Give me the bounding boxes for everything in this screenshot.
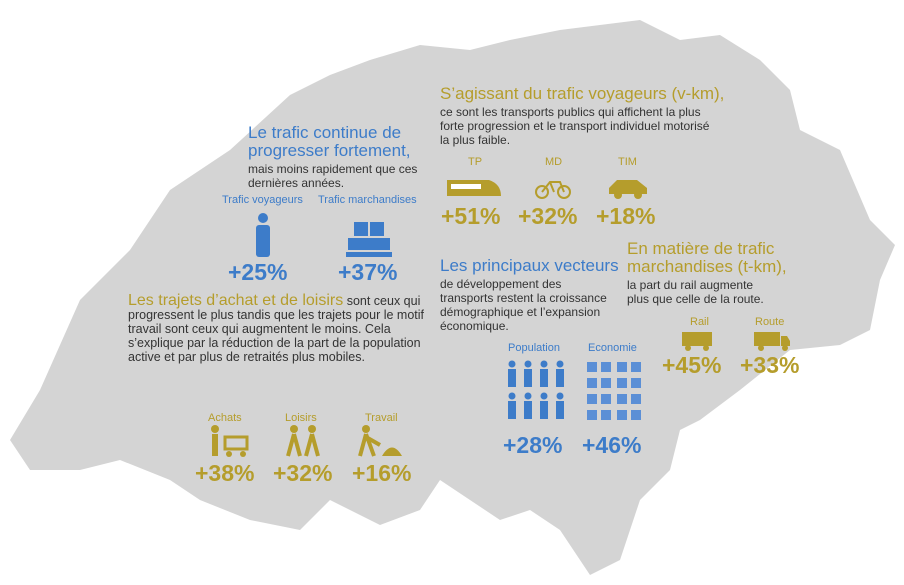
rail-icon [682,332,712,351]
item-label: Loisirs [285,412,317,424]
item-label: Economie [588,342,637,354]
person-icon [256,213,270,257]
item-value: +38% [195,460,255,486]
item-label: Trafic marchandises [318,194,417,206]
item-value: +18% [596,203,656,229]
item-value: +45% [662,352,722,378]
overview-title: Le trafic continue de progresser forteme… [248,123,411,160]
item-value: +51% [441,203,501,229]
population-icon [508,360,564,419]
item-label: Population [508,342,560,354]
drivers-title: Les principaux vecteurs [440,256,619,275]
train-icon [447,180,501,196]
item-value: +25% [228,259,288,285]
item-label: MD [545,156,563,168]
item-value: +46% [582,432,642,458]
item-label: Route [755,316,785,328]
leisure-icon [286,425,320,457]
bike-icon [535,181,571,199]
item-value: +16% [352,460,412,486]
trips-block: Les trajets d’achat et de loisirs sont c… [128,292,438,365]
item-value: +32% [273,460,333,486]
item-label: Achats [208,412,242,424]
item-label: Rail [690,316,709,328]
item-value: +32% [518,203,578,229]
item-label: Trafic voyageurs [222,194,303,206]
passenger-text: ce sont les transports publics qui affic… [440,105,710,147]
item-label: Travail [365,412,398,424]
economy-icon [587,362,641,420]
trips-text: sont ceux qui progressent le plus tandis… [128,294,424,364]
item-label: TP [468,156,483,168]
drivers-text: de développement des transports restent … [440,277,607,333]
freight-title: En matière de trafic marchandises (t-km)… [627,239,787,276]
car-icon [609,180,647,199]
work-icon [358,425,402,457]
trips-title: Les trajets d’achat et de loisirs [128,292,344,309]
truck-icon [754,332,790,351]
freight-icon [346,222,392,257]
item-label: TIM [618,156,637,168]
shopping-icon [211,425,249,457]
overview-text: mais moins rapidement que ces dernières … [248,162,418,190]
item-value: +33% [740,352,800,378]
item-value: +28% [503,432,563,458]
item-value: +37% [338,259,398,285]
freight-text: la part du rail augmente plus que celle … [627,278,764,306]
passenger-title: S’agissant du trafic voyageurs (v-km), [440,84,725,103]
